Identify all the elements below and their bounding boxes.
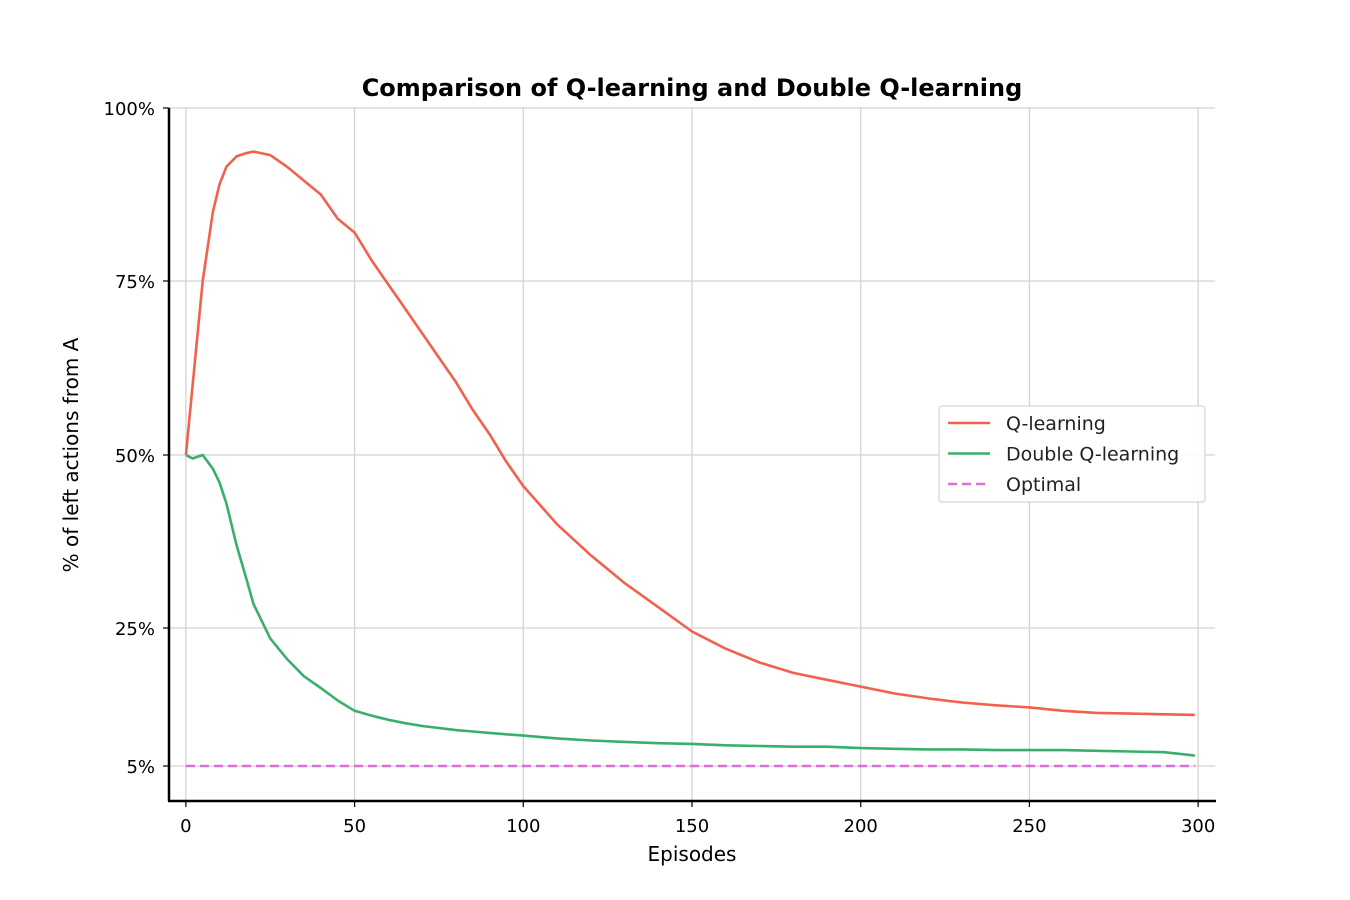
legend-label: Q-learning xyxy=(1006,413,1106,435)
legend-box xyxy=(938,405,1206,503)
x-tick-label: 200 xyxy=(844,816,878,837)
x-tick-label: 50 xyxy=(343,816,366,837)
legend-label: Optimal xyxy=(1006,474,1081,496)
y-tick-label: 25% xyxy=(115,619,155,640)
y-tick-label: 100% xyxy=(104,99,155,120)
y-axis-title: % of left actions from A xyxy=(59,337,83,572)
series-line-double-q-learning xyxy=(185,453,1195,757)
x-tick-label: 300 xyxy=(1181,816,1215,837)
series-line-q-learning xyxy=(184,150,1195,717)
series-lines xyxy=(184,150,1195,768)
ticks: 0 50 100 150 200 250 300 5% 25% 50% 75% 100% xyxy=(104,99,1216,837)
x-tick-label: 250 xyxy=(1012,816,1046,837)
legend: Q-learning Double Q-learning Optimal xyxy=(938,405,1206,503)
x-tick-label: 0 xyxy=(180,816,191,837)
y-tick-label: 5% xyxy=(126,757,155,778)
y-tick-label: 50% xyxy=(115,446,155,467)
x-tick-label: 100 xyxy=(506,816,540,837)
x-tick-label: 150 xyxy=(675,816,709,837)
chart-title: Comparison of Q-learning and Double Q-le… xyxy=(362,74,1023,102)
x-axis-title: Episodes xyxy=(648,842,737,866)
y-tick-label: 75% xyxy=(115,272,155,293)
legend-label: Double Q-learning xyxy=(1006,444,1179,466)
